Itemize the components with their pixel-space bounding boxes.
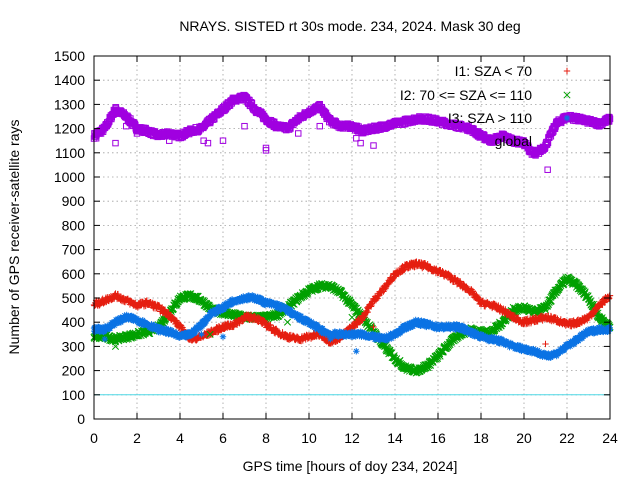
data-layer [90, 91, 614, 377]
chart-title: NRAYS. SISTED rt 30s mode. 234, 2024. Ma… [179, 18, 520, 34]
series-0 [90, 258, 614, 347]
series-3 [90, 91, 614, 159]
series-1-marker [544, 302, 552, 310]
grid [94, 56, 610, 419]
series-3-marker [605, 113, 612, 121]
